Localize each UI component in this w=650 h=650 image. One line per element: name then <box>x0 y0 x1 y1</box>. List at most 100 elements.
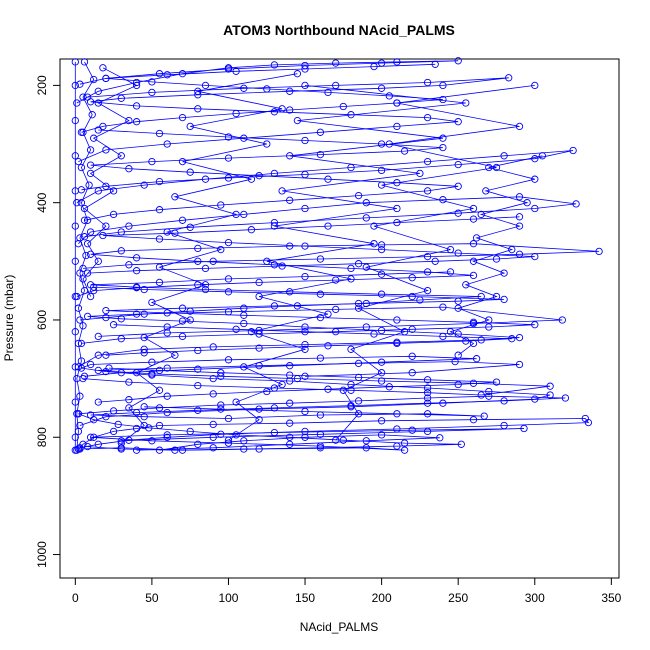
data-point <box>194 87 202 95</box>
data-point <box>240 304 248 312</box>
data-point <box>558 316 566 324</box>
data-point <box>163 392 171 400</box>
data-point <box>102 182 110 190</box>
data-point <box>286 242 294 250</box>
data-point <box>79 275 87 283</box>
data-point <box>469 416 478 424</box>
data-point <box>408 325 416 333</box>
data-point <box>316 354 325 362</box>
data-point <box>255 172 263 180</box>
data-point <box>515 222 524 230</box>
data-point <box>469 257 478 265</box>
data-point <box>446 328 455 336</box>
data-point <box>454 57 462 65</box>
data-point <box>293 70 302 78</box>
data-point <box>217 201 225 209</box>
data-point <box>148 437 156 445</box>
data-point <box>232 67 240 75</box>
data-point <box>316 430 325 438</box>
data-point <box>94 332 102 341</box>
data-point <box>393 58 401 66</box>
data-point <box>240 445 248 453</box>
data-point <box>408 292 416 301</box>
data-point <box>385 92 393 100</box>
data-point <box>76 234 84 242</box>
data-point <box>439 81 447 90</box>
data-point <box>171 193 179 201</box>
data-point <box>332 276 340 284</box>
series-line <box>84 129 459 221</box>
data-point <box>286 433 294 441</box>
data-point <box>102 306 110 315</box>
series-line <box>79 271 482 321</box>
data-point <box>423 78 432 87</box>
data-point <box>83 216 92 224</box>
chart-title: ATOM3 Northbound NAcid_PALMS <box>223 22 455 38</box>
data-point <box>492 255 501 263</box>
data-point <box>217 369 225 377</box>
data-point <box>423 376 432 384</box>
data-point <box>194 381 202 390</box>
data-point <box>86 281 95 289</box>
data-point <box>347 345 355 353</box>
data-point <box>423 286 432 295</box>
data-point <box>86 228 95 236</box>
data-point <box>73 374 81 383</box>
data-point <box>94 257 102 265</box>
data-point <box>377 358 386 366</box>
data-point <box>73 410 81 418</box>
data-point <box>393 122 401 131</box>
series-line <box>76 61 95 451</box>
data-point <box>94 99 102 107</box>
data-point <box>155 278 164 287</box>
data-point <box>286 377 294 385</box>
data-point <box>446 268 455 276</box>
series-15 <box>76 268 485 324</box>
data-point <box>132 118 141 126</box>
data-point <box>301 272 309 281</box>
data-point <box>140 349 148 357</box>
data-point <box>431 60 439 68</box>
data-point <box>71 81 79 90</box>
data-point <box>163 433 171 441</box>
data-point <box>500 295 508 304</box>
data-point <box>263 85 271 93</box>
data-point <box>316 255 325 263</box>
series-line <box>98 367 497 403</box>
data-point <box>301 407 309 416</box>
data-point <box>301 81 309 90</box>
data-point <box>362 444 370 452</box>
data-point <box>155 446 164 454</box>
series-2 <box>74 303 566 371</box>
data-point <box>531 204 539 213</box>
data-point <box>324 310 332 318</box>
data-point <box>354 373 363 382</box>
data-point <box>431 257 439 265</box>
data-point <box>194 346 202 355</box>
data-point <box>102 313 110 322</box>
data-point <box>125 165 133 173</box>
data-point <box>377 166 386 175</box>
data-point <box>270 302 279 310</box>
data-point <box>163 323 171 331</box>
data-point <box>80 233 89 241</box>
data-point <box>454 182 462 190</box>
data-point <box>117 315 125 323</box>
data-point <box>255 330 263 338</box>
data-point <box>324 88 332 97</box>
data-point <box>469 318 478 326</box>
series-line <box>78 395 566 419</box>
data-point <box>132 254 141 262</box>
data-point <box>76 392 84 400</box>
data-point <box>140 403 148 411</box>
data-point <box>485 392 493 400</box>
data-point <box>194 105 202 113</box>
data-point <box>339 102 347 111</box>
data-point <box>125 116 133 125</box>
data-point <box>155 404 164 412</box>
data-point <box>194 257 202 265</box>
data-point <box>114 420 122 429</box>
data-point <box>171 351 179 359</box>
data-point <box>377 181 386 189</box>
series-6 <box>74 74 513 166</box>
